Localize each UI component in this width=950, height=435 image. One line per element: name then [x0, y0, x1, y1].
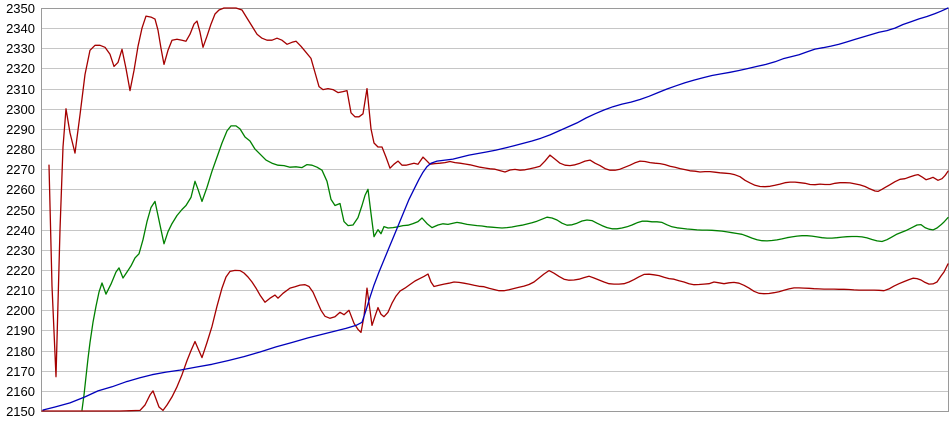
series-upper-red-line [48, 7, 949, 378]
y-tick-label: 2210 [6, 283, 35, 299]
y-tick-label: 2220 [6, 262, 35, 278]
y-tick-label: 2330 [6, 41, 35, 57]
y-tick-label: 2270 [6, 162, 35, 178]
y-tick-label: 2230 [6, 242, 35, 258]
y-tick-label: 2250 [6, 202, 35, 218]
series-lower-red-line [41, 263, 949, 412]
y-tick-label: 2300 [6, 101, 35, 117]
y-tick-label: 2190 [6, 323, 35, 339]
y-tick-label: 2200 [6, 303, 35, 319]
y-tick-label: 2160 [6, 383, 35, 399]
y-tick-label: 2240 [6, 222, 35, 238]
y-tick-label: 2260 [6, 182, 35, 198]
y-tick-label: 2340 [6, 21, 35, 37]
y-tick-label: 2280 [6, 142, 35, 158]
y-tick-label: 2170 [6, 363, 35, 379]
y-axis: 2350 2340 2330 2320 2310 2300 2290 2280 2270 2260… [0, 0, 38, 435]
series-green-line [81, 125, 949, 411]
y-tick-label: 2290 [6, 121, 35, 137]
y-tick-label: 2150 [6, 404, 35, 419]
y-tick-label: 2180 [6, 343, 35, 359]
y-tick-label: 2350 [6, 1, 35, 16]
y-tick-label: 2320 [6, 61, 35, 77]
plot-border [41, 8, 949, 412]
y-tick-label: 2310 [6, 81, 35, 97]
series-blue-line [42, 7, 949, 411]
